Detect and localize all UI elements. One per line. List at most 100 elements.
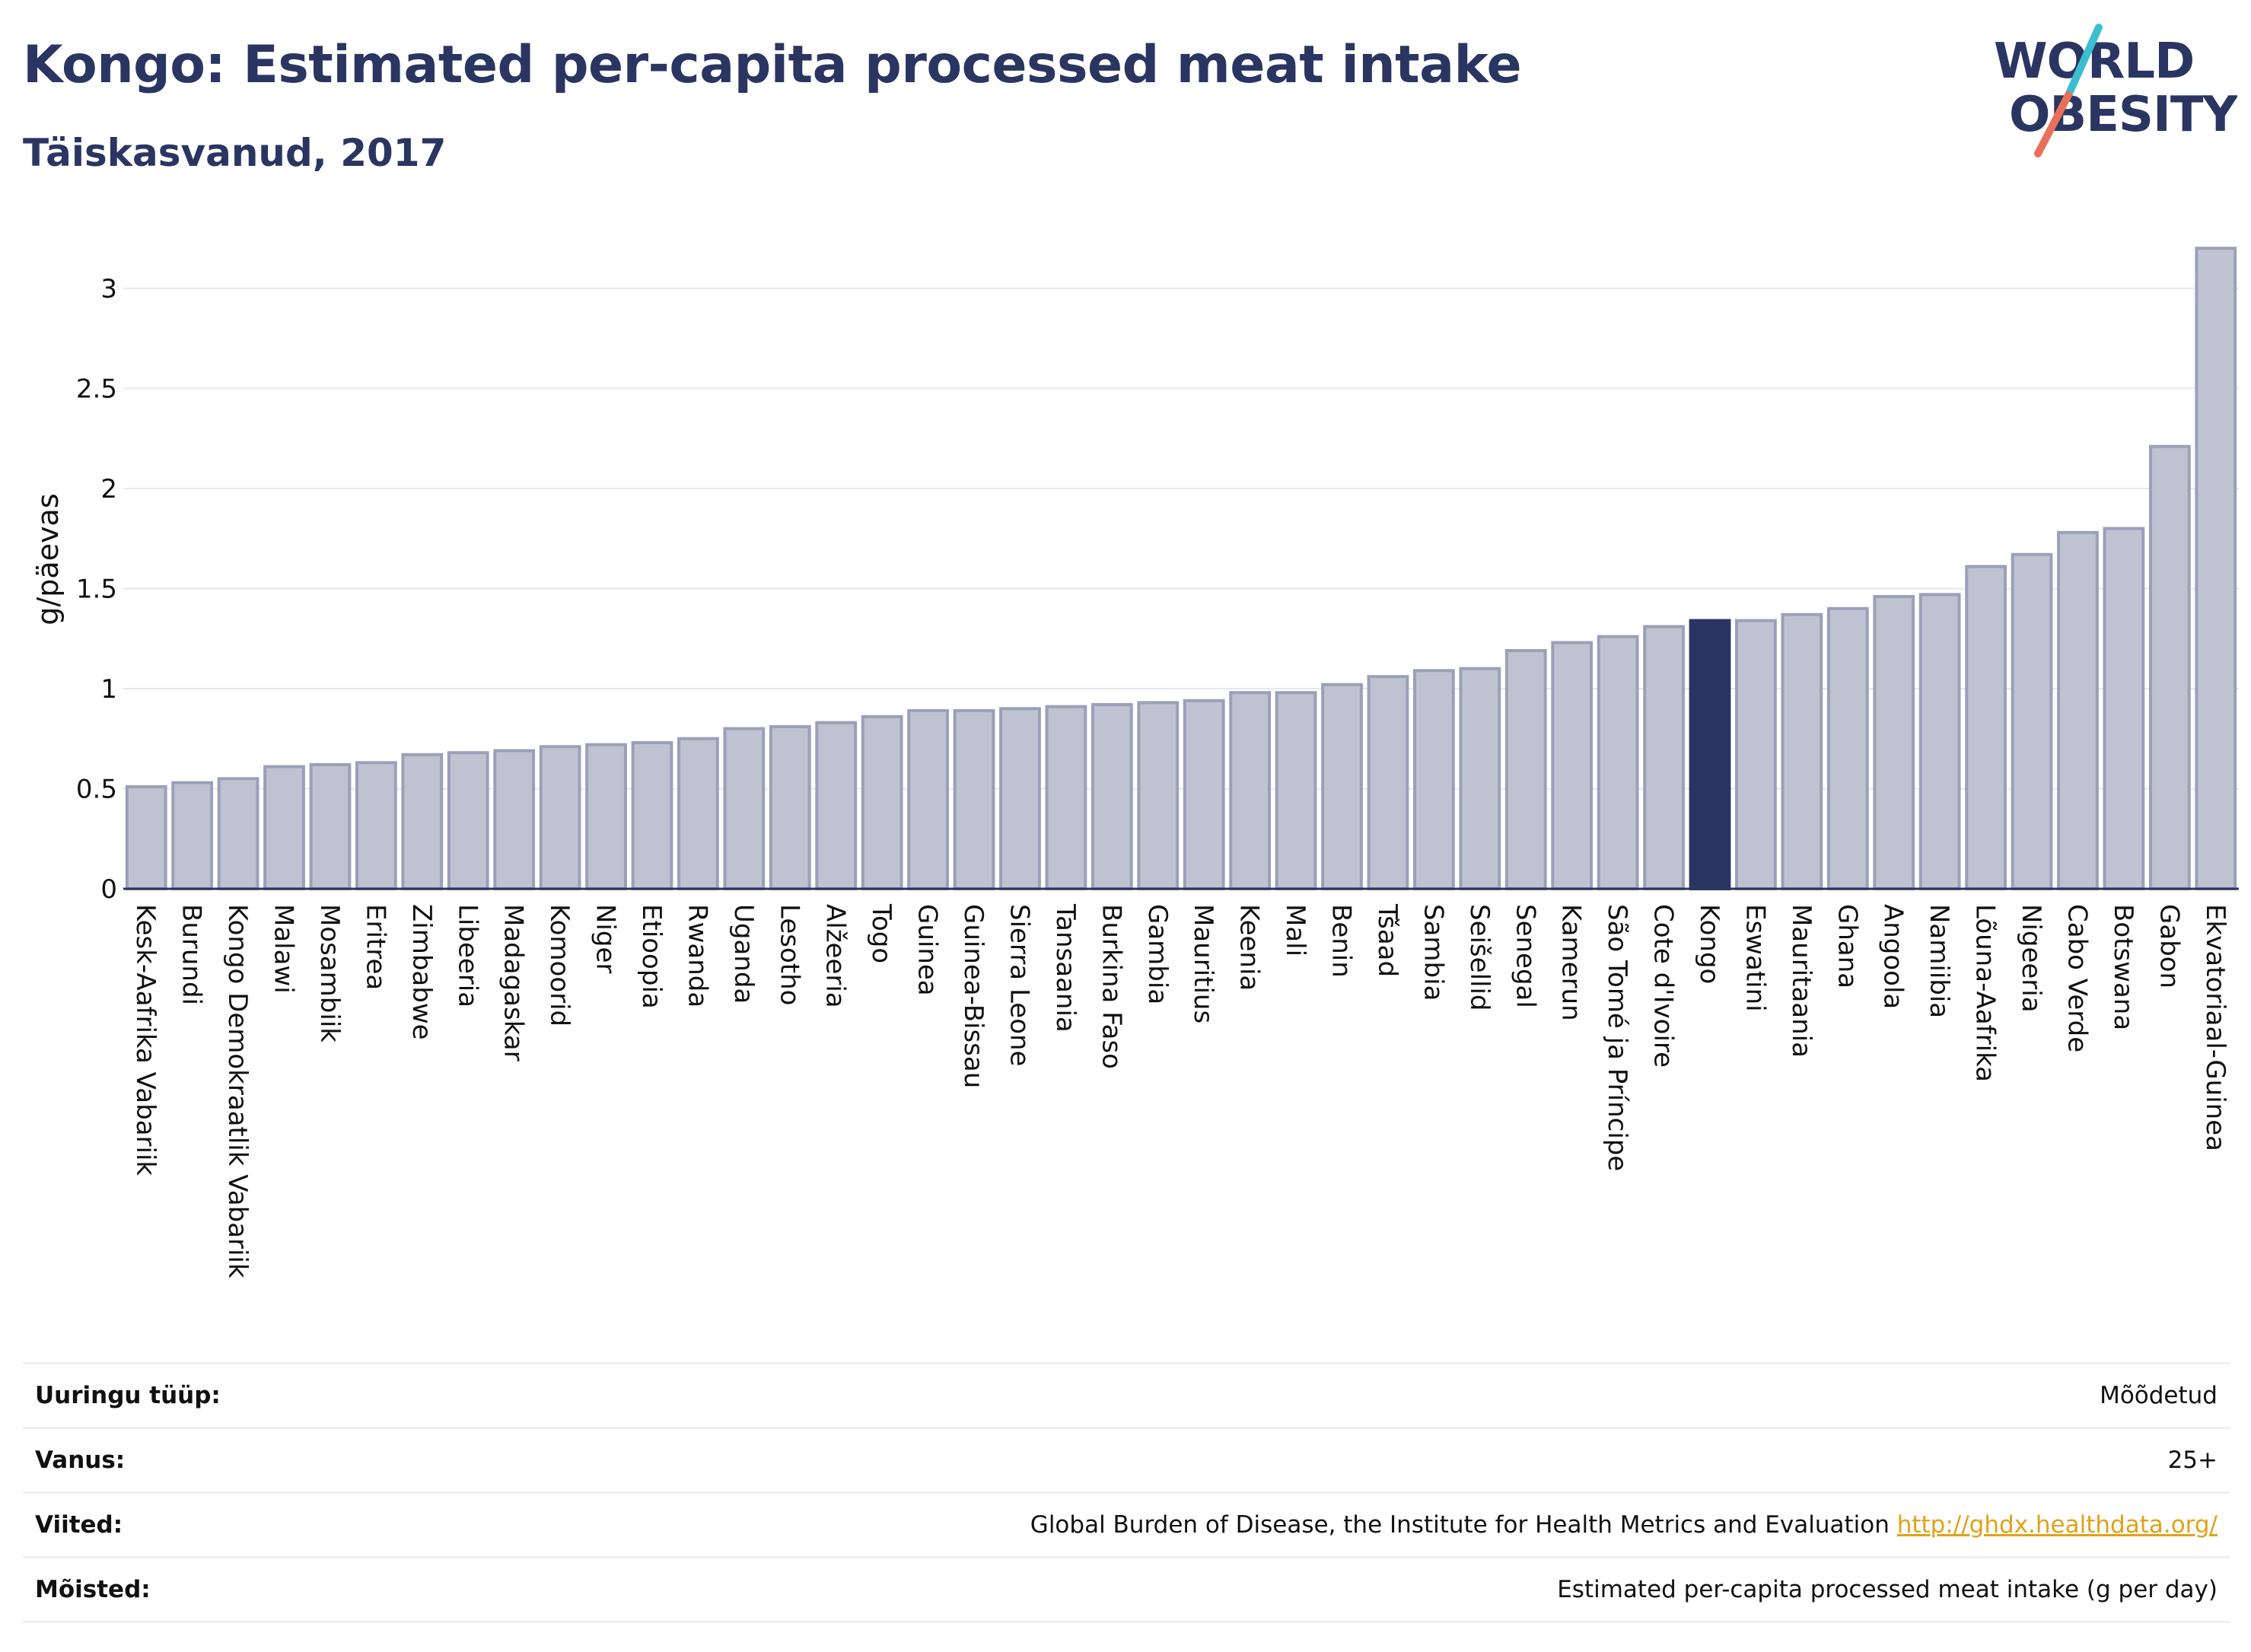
- y-tick-label: 1.5: [76, 574, 117, 604]
- bar-eswatini[interactable]: [1735, 619, 1777, 890]
- y-tick-label: 2: [100, 474, 117, 505]
- x-tick-label: Mauritaania: [1786, 904, 1816, 1058]
- x-tick-label: Ghana: [1832, 904, 1862, 988]
- bar-zimbabwe[interactable]: [401, 753, 444, 891]
- bar-ekvatoriaal-guinea[interactable]: [2195, 247, 2237, 890]
- x-tick-label: Komoorid: [544, 904, 575, 1027]
- x-tick-label: Malawi: [269, 904, 299, 994]
- bar-kesk-aafrika-vabariik[interactable]: [125, 785, 167, 890]
- bar-guinea[interactable]: [907, 708, 949, 890]
- bar-t-aad[interactable]: [1367, 675, 1409, 890]
- meta-label: Uuringu tüüp:: [35, 1382, 221, 1409]
- x-tick-label: Mali: [1280, 904, 1310, 957]
- bar-namiibia[interactable]: [1918, 593, 1961, 890]
- bar-komoorid[interactable]: [539, 745, 581, 890]
- y-tick-label: 1: [100, 674, 117, 705]
- x-tick-label: Keenia: [1234, 904, 1265, 991]
- bar-kongo[interactable]: [1689, 619, 1731, 890]
- x-tick-label: Lesotho: [774, 904, 804, 1005]
- y-tick-label: 3: [100, 274, 117, 304]
- bar-etioopia[interactable]: [631, 740, 673, 890]
- bar-nigeeria[interactable]: [2011, 552, 2053, 890]
- x-tick-label: Kongo: [1694, 904, 1724, 984]
- bar-mauritaania[interactable]: [1781, 613, 1823, 890]
- bar-cabo-verde[interactable]: [2057, 530, 2099, 890]
- bars: [125, 247, 2237, 891]
- x-tick-label: Gambia: [1142, 904, 1173, 1004]
- meta-row-age: Vanus: 25+: [23, 1427, 2230, 1491]
- x-tick-label: Sambia: [1418, 904, 1448, 1001]
- bar-mauritius[interactable]: [1183, 699, 1225, 891]
- x-tick-label: Tšaad: [1372, 903, 1402, 977]
- x-tick-label: Burundi: [177, 904, 207, 1005]
- y-tick-label: 2.5: [76, 374, 117, 404]
- bar-benin[interactable]: [1321, 683, 1363, 891]
- meta-value-references: Global Burden of Disease, the Institute …: [1030, 1511, 2230, 1539]
- bar-malawi[interactable]: [263, 765, 305, 890]
- bar-rwanda[interactable]: [677, 737, 719, 891]
- x-tick-label: Togo: [866, 903, 896, 963]
- bar-keenia[interactable]: [1229, 691, 1272, 890]
- bar-l-una-aafrika[interactable]: [1965, 565, 2007, 891]
- bar-burundi[interactable]: [171, 781, 214, 891]
- x-tick-label: Senegal: [1510, 904, 1540, 1008]
- bar-cote-d-ivoire[interactable]: [1643, 625, 1685, 890]
- reference-link[interactable]: http://ghdx.healthdata.org/: [1896, 1511, 2218, 1539]
- y-tick-label: 0: [100, 874, 117, 905]
- x-tick-label: São Tomé ja Príncipe: [1602, 904, 1632, 1171]
- bar-madagaskar[interactable]: [493, 749, 536, 890]
- x-tick-label: Namiibia: [1924, 904, 1954, 1018]
- x-tick-label: Niger: [591, 904, 621, 973]
- x-tick-label: Mosambiik: [314, 904, 345, 1042]
- meta-label: Viited:: [35, 1511, 123, 1539]
- bar-burkina-faso[interactable]: [1090, 703, 1133, 891]
- chart-title: Kongo: Estimated per-capita processed me…: [23, 35, 1522, 95]
- bar-kongo-demokraatlik-vabariik[interactable]: [217, 777, 259, 890]
- meta-label: Vanus:: [35, 1447, 126, 1474]
- x-tick-label: Libeeria: [452, 904, 482, 1007]
- bar-togo[interactable]: [861, 715, 903, 890]
- x-tick-label: Zimbabwe: [406, 904, 437, 1040]
- x-tick-label: Etioopia: [636, 904, 667, 1009]
- meta-row-references: Viited: Global Burden of Disease, the In…: [23, 1491, 2230, 1556]
- bar-lesotho[interactable]: [769, 724, 811, 890]
- bar-s-o-tom-ja-pr-ncipe[interactable]: [1597, 635, 1639, 891]
- bar-uganda[interactable]: [723, 727, 766, 890]
- logo-slash-top: [2065, 24, 2103, 99]
- metadata-table: Uuringu tüüp: Mõõdetud Vanus: 25+ Viited…: [23, 1362, 2230, 1623]
- meta-row-survey-type: Uuringu tüüp: Mõõdetud: [23, 1362, 2230, 1427]
- x-tick-label: Guinea-Bissau: [958, 904, 989, 1088]
- x-tick-label: Kamerun: [1556, 904, 1587, 1021]
- x-tick-label: Eswatini: [1740, 904, 1770, 1012]
- bar-eritrea[interactable]: [355, 761, 397, 890]
- bar-senegal[interactable]: [1504, 648, 1547, 891]
- bar-botswana[interactable]: [2103, 527, 2145, 891]
- y-axis-label: g/päevas: [31, 493, 65, 625]
- bar-guinea-bissau[interactable]: [953, 708, 995, 890]
- bar-gabon[interactable]: [2148, 444, 2191, 890]
- bar-libeeria[interactable]: [447, 751, 489, 891]
- bar-sambia[interactable]: [1413, 669, 1455, 891]
- meta-value: Mõõdetud: [2100, 1382, 2218, 1409]
- bar-kamerun[interactable]: [1551, 641, 1594, 890]
- x-tick-label: Lõuna-Aafrika: [1970, 904, 2001, 1082]
- bar-sei-ellid[interactable]: [1459, 667, 1501, 891]
- x-tick-label: Kongo Demokraatlik Vabariik: [222, 904, 253, 1278]
- bar-niger[interactable]: [585, 743, 627, 890]
- bar-ghana[interactable]: [1826, 606, 1869, 890]
- x-tick-label: Nigeeria: [2016, 904, 2046, 1013]
- reference-text: Global Burden of Disease, the Institute …: [1030, 1511, 1890, 1539]
- meta-row-definitions: Mõisted: Estimated per-capita processed …: [23, 1556, 2230, 1623]
- x-tick-label: Angoola: [1878, 904, 1909, 1009]
- x-axis-ticks: Kesk-Aafrika Vabariik Burundi Kongo Demokr…: [130, 903, 2230, 1278]
- x-tick-label: Ekvatoriaal-Guinea: [2200, 904, 2230, 1151]
- world-obesity-logo: WORLD OBESITY: [1994, 24, 2237, 158]
- bar-mali[interactable]: [1275, 691, 1317, 890]
- bar-mosambiik[interactable]: [309, 762, 352, 890]
- bar-gambia[interactable]: [1137, 701, 1180, 891]
- bar-al-eeria[interactable]: [815, 721, 858, 891]
- bar-angoola[interactable]: [1873, 594, 1915, 890]
- bar-sierra-leone[interactable]: [999, 707, 1041, 890]
- bar-tansaania[interactable]: [1045, 705, 1087, 890]
- chart-subtitle: Täiskasvanud, 2017: [23, 131, 447, 175]
